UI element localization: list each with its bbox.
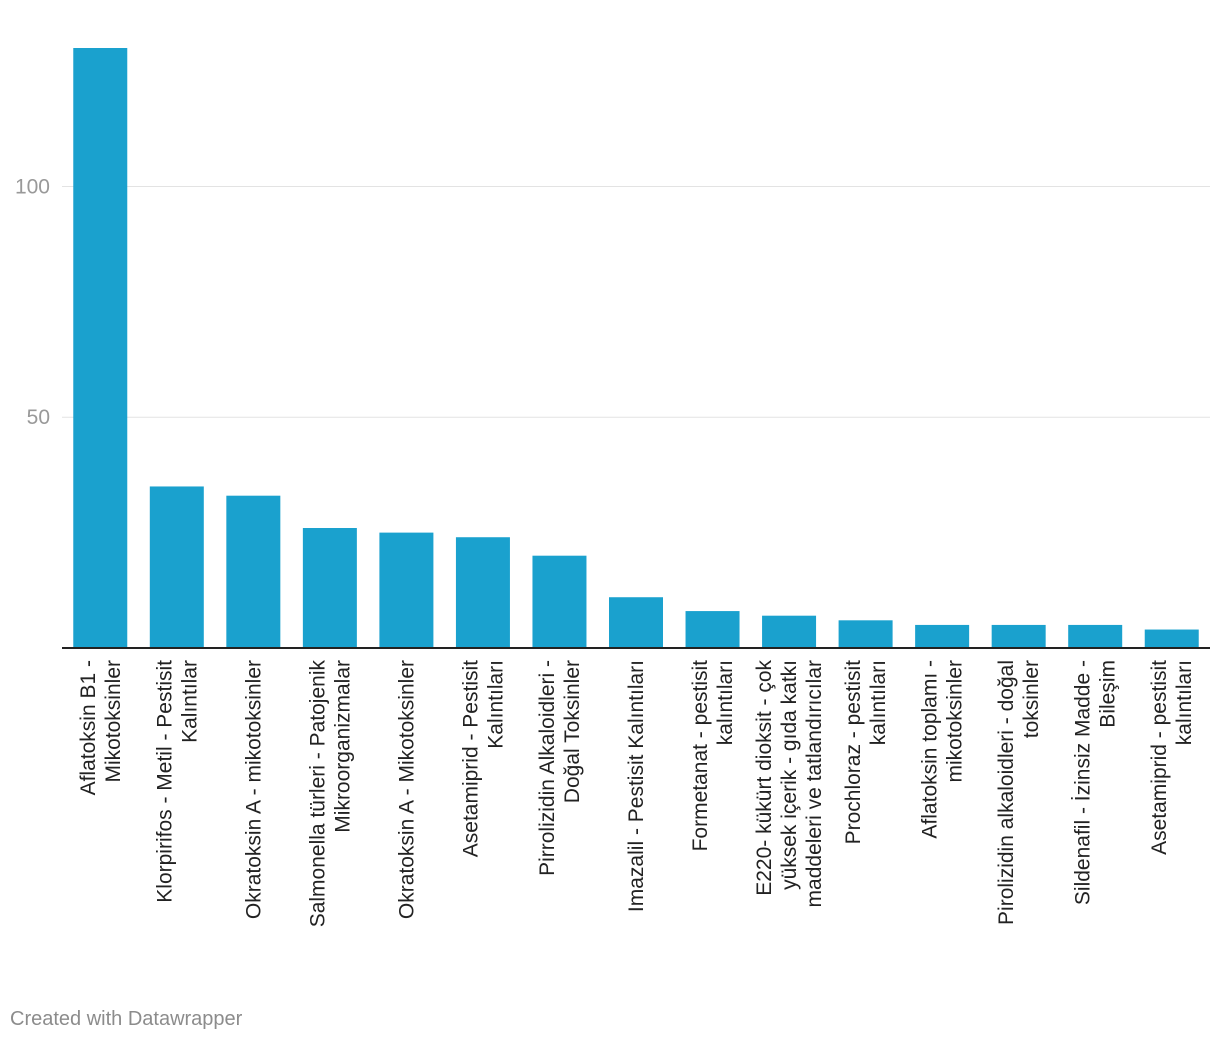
category-label-line: Kalıntılar: [178, 660, 201, 743]
category-label-line: Bileşim: [1097, 660, 1120, 728]
category-label-6: Asetamiprid - Pestisit Kalıntıları: [459, 660, 507, 857]
category-label-line: Aflatoksin B1 -: [77, 660, 100, 795]
bar-9: [685, 611, 740, 648]
credit-text: Created with Datawrapper: [10, 1008, 243, 1030]
bar-11: [838, 620, 893, 648]
bar-3: [226, 495, 281, 648]
category-label-line: Okratoksin A - Mikotoksinler: [395, 660, 418, 919]
category-label-1: Aflatoksin B1 - Mikotoksinler: [77, 660, 125, 795]
category-label-line: Prochloraz - pestisit: [842, 660, 865, 845]
category-label-10: E220- kükürt dioksit - çok yüksek içerik …: [753, 660, 826, 908]
category-label-line: Asetamiprid - Pestisit: [459, 660, 482, 857]
bar-7: [532, 555, 587, 648]
y-tick-label-100: 100: [15, 175, 50, 198]
category-label-15: Asetamiprid - pestisit kalıntıları: [1148, 660, 1196, 855]
category-label-line: kalıntıları: [714, 660, 737, 745]
bar-6: [455, 537, 510, 648]
category-label-line: Klorpirifos - Metil - Pestisit: [153, 660, 176, 903]
category-label-line: Asetamiprid - pestisit: [1148, 660, 1171, 855]
bar-14: [1068, 624, 1123, 648]
bar-10: [762, 615, 817, 648]
category-label-line: Pirrolizidin Alkaloidleri -: [536, 660, 559, 876]
category-label-9: Formetanat - pestisit kalıntıları: [689, 660, 737, 852]
category-label-4: Salmonella türleri - Patojenik Mikroorgan…: [306, 660, 354, 928]
category-label-line: mikotoksinler: [944, 660, 967, 783]
bar-12: [915, 624, 970, 648]
bar-5: [379, 532, 434, 648]
category-label-2: Klorpirifos - Metil - Pestisit Kalıntılar: [153, 660, 201, 903]
category-label-line: kalıntıları: [1173, 660, 1196, 745]
category-label-line: maddeleri ve tatlandırıcılar: [803, 660, 826, 907]
category-label-line: Mikroorganizmalar: [331, 660, 354, 833]
bar-15: [1144, 629, 1199, 648]
category-label-line: Aflatoksin toplamı -: [919, 660, 942, 839]
category-label-line: Mikotoksinler: [102, 660, 125, 783]
category-label-11: Prochloraz - pestisit kalıntıları: [842, 660, 890, 845]
bar-13: [991, 624, 1046, 648]
bar-1: [73, 48, 128, 648]
category-label-line: Salmonella türleri - Patojenik: [306, 660, 329, 928]
category-label-line: toksinler: [1020, 660, 1043, 738]
category-label-line: Formetanat - pestisit: [689, 660, 712, 852]
category-label-3: Okratoksin A - mikotoksinler: [242, 660, 265, 919]
category-label-line: Imazalil - Pestisit Kalıntıları: [625, 660, 648, 912]
bar-8: [609, 597, 663, 648]
category-label-line: Okratoksin A - mikotoksinler: [242, 660, 265, 919]
category-label-line: yüksek içerik - gıda katkı: [778, 660, 801, 890]
category-label-14: Sildenafil - İzinsiz Madde - Bileşim: [1072, 660, 1120, 905]
category-label-13: Pirolizidin alkaloidleri - doğal toksinle…: [995, 660, 1043, 925]
bar-2: [149, 486, 204, 648]
category-label-line: Doğal Toksinler: [561, 660, 584, 803]
category-label-line: Sildenafil - İzinsiz Madde -: [1072, 660, 1095, 905]
y-tick-label-50: 50: [27, 406, 50, 429]
category-label-8: Imazalil - Pestisit Kalıntıları: [625, 660, 648, 912]
category-label-7: Pirrolizidin Alkaloidleri - Doğal Toksinl…: [536, 660, 584, 876]
category-label-12: Aflatoksin toplamı - mikotoksinler: [919, 660, 967, 839]
category-label-line: Kalıntıları: [484, 660, 507, 749]
category-label-5: Okratoksin A - Mikotoksinler: [395, 660, 418, 919]
category-label-line: kalıntıları: [867, 660, 890, 745]
bar-4: [302, 528, 357, 648]
category-label-line: E220- kükürt dioksit - çok: [753, 660, 776, 896]
category-label-line: Pirolizidin alkaloidleri - doğal: [995, 660, 1018, 925]
